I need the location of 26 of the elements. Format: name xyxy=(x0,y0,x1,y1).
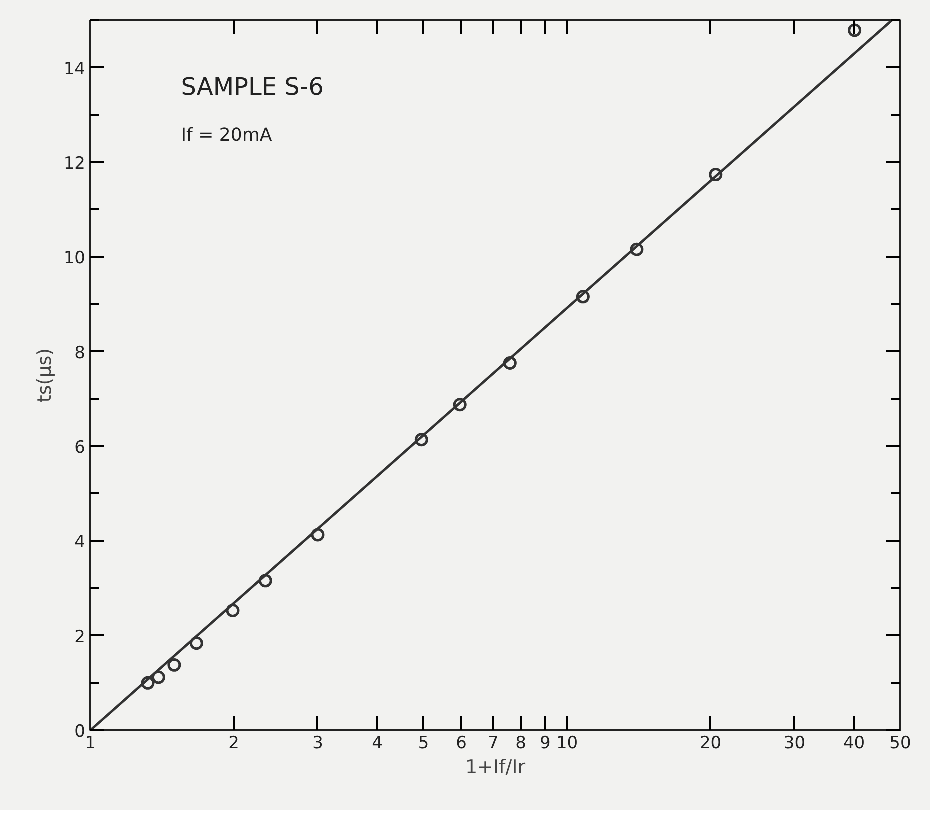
x-tick-label: 2 xyxy=(228,734,240,754)
annotation: If = 20mA xyxy=(181,124,273,146)
y-tick-label: 4 xyxy=(74,532,86,553)
y-tick-label: 2 xyxy=(74,627,86,648)
y-tick-label: 10 xyxy=(64,248,86,269)
x-tick-label: 8 xyxy=(516,734,526,754)
x-tick-label: 4 xyxy=(372,734,383,754)
x-tick-label: 40 xyxy=(843,734,866,754)
y-tick-label: 8 xyxy=(74,343,86,364)
y-tick-label: 12 xyxy=(64,154,86,174)
x-tick-label: 9 xyxy=(540,734,551,754)
x-tick-label: 20 xyxy=(700,734,722,754)
x-axis-title: 1+If/Ir xyxy=(465,756,526,778)
x-tick-label: 30 xyxy=(784,734,806,754)
y-tick-label: 6 xyxy=(74,438,86,458)
x-tick-label: 50 xyxy=(890,734,912,754)
y-tick-label: 14 xyxy=(64,59,86,80)
x-tick-label: 10 xyxy=(556,734,578,754)
x-tick-label: 7 xyxy=(488,734,499,754)
x-tick-label: 1 xyxy=(85,734,96,754)
x-tick-label: 3 xyxy=(312,734,324,754)
y-tick-label: 0 xyxy=(74,722,86,742)
annotation: SAMPLE S-6 xyxy=(181,72,324,101)
y-axis-title: ts(μs) xyxy=(34,348,56,403)
x-tick-label: 6 xyxy=(456,734,467,754)
x-tick-label: 5 xyxy=(418,734,430,754)
